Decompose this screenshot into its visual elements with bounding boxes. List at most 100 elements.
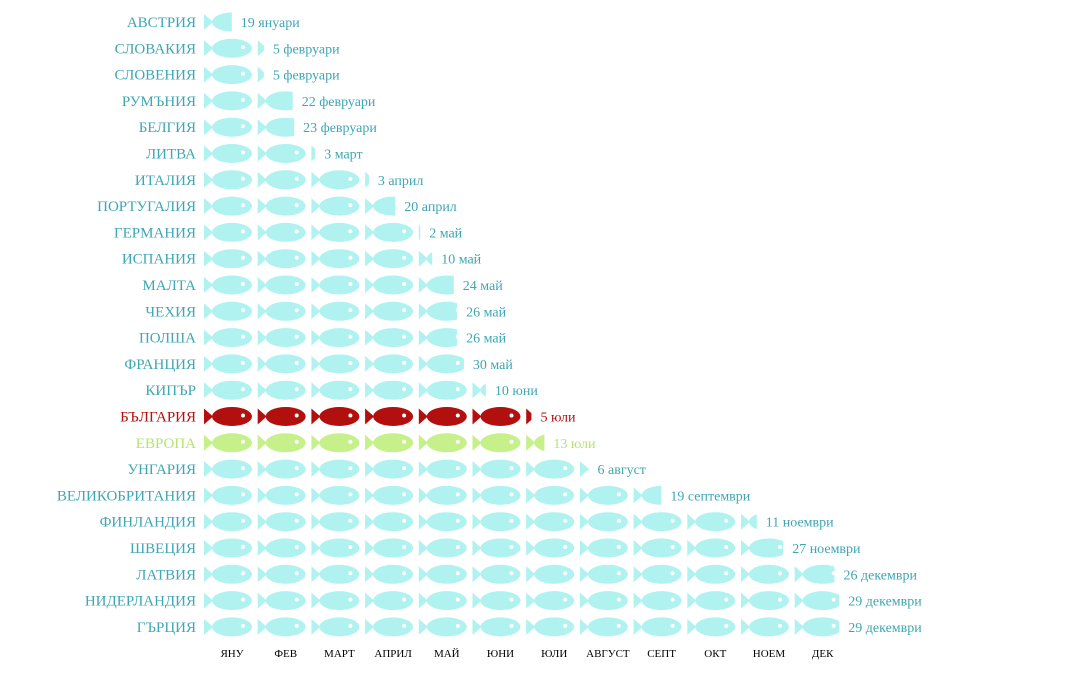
country-label: ИТАЛИЯ	[135, 173, 196, 189]
fish-icon	[257, 538, 306, 558]
fish-icon	[204, 65, 252, 85]
fish-icon	[687, 591, 736, 611]
country-label: ЕВРОПА	[136, 436, 196, 452]
fish-icon	[687, 564, 736, 584]
fish-icon	[633, 617, 682, 637]
fish-icon	[204, 328, 252, 348]
country-label: МАЛТА	[142, 278, 196, 294]
fish-icon	[472, 382, 486, 399]
fish-icon	[472, 407, 521, 426]
fish-icon	[365, 591, 414, 611]
fish-icon	[418, 459, 467, 479]
fish-icon	[365, 512, 414, 532]
country-label: ШВЕЦИЯ	[130, 541, 196, 557]
date-label: 27 ноември	[792, 542, 861, 557]
fish-icon	[579, 512, 628, 532]
fish-icon	[365, 617, 414, 637]
month-tick-label: АВГУСТ	[586, 648, 630, 660]
fish-icon	[526, 564, 575, 584]
chart-row: БЕЛГИЯ 23 февруари	[139, 117, 377, 137]
fish-icon	[794, 617, 840, 637]
fish-icon	[257, 117, 295, 137]
country-label: БЪЛГАРИЯ	[120, 410, 196, 426]
fish-icon	[204, 459, 252, 479]
fish-icon	[204, 117, 252, 137]
fish-icon	[418, 328, 458, 348]
fish-icon	[579, 485, 628, 505]
fish-icon	[311, 485, 360, 505]
fish-icon	[418, 564, 467, 584]
fish-icon	[741, 513, 757, 530]
month-tick-label: СЕПТ	[647, 648, 676, 660]
fish-icon	[365, 485, 414, 505]
fish-icon	[579, 617, 628, 637]
fish-icon	[311, 512, 360, 532]
country-label: ПОЛША	[139, 331, 196, 347]
month-tick-label: ФЕВ	[274, 648, 297, 660]
fish-icon	[365, 275, 414, 295]
fish-icon	[257, 222, 306, 242]
fish-icon	[687, 538, 736, 558]
fish-icon	[257, 407, 306, 426]
date-label: 2 май	[429, 226, 462, 241]
fish-icon	[204, 512, 252, 532]
country-label: СЛОВЕНИЯ	[115, 68, 196, 84]
fish-icon	[311, 538, 360, 558]
fish-icon	[365, 433, 414, 453]
fish-icon	[257, 380, 306, 400]
fish-icon	[472, 564, 521, 584]
fish-icon	[257, 459, 306, 479]
month-tick-label: ЯНУ	[220, 648, 243, 660]
fish-icon	[526, 434, 545, 452]
fish-icon	[311, 380, 360, 400]
fish-icon	[418, 538, 467, 558]
fish-icon	[633, 591, 682, 611]
country-label: СЛОВАКИЯ	[115, 41, 196, 57]
fish-icon	[257, 249, 306, 269]
date-label: 5 февруари	[273, 69, 340, 84]
fish-icon	[633, 564, 682, 584]
date-label: 22 февруари	[302, 95, 376, 110]
fish-icon	[311, 170, 360, 190]
country-label: РУМЪНИЯ	[122, 94, 196, 110]
fish-icon	[418, 485, 467, 505]
fish-icon	[472, 538, 521, 558]
fish-icon	[418, 512, 467, 532]
fish-icon	[365, 249, 414, 269]
fish-icon	[526, 408, 532, 425]
chart-row: ИТАЛИЯ 3 април	[135, 170, 423, 190]
fish-icon	[204, 617, 252, 637]
fish-icon	[204, 144, 252, 163]
chart-row: ПОРТУГАЛИЯ 20 април	[97, 196, 457, 216]
fish-icon	[579, 461, 589, 478]
country-label: ГЕРМАНИЯ	[114, 225, 196, 241]
fish-icon	[204, 38, 252, 58]
fish-icon	[204, 222, 252, 242]
fish-icon	[257, 91, 293, 111]
fish-icon	[526, 617, 575, 637]
fish-icon	[418, 617, 467, 637]
date-label: 13 юли	[553, 437, 596, 452]
chart-row: ФИНЛАНДИЯ 11 ноември	[100, 512, 834, 532]
fish-icon	[311, 145, 316, 162]
country-label: АВСТРИЯ	[127, 15, 196, 31]
fish-icon	[741, 591, 789, 611]
fish-icon	[365, 301, 414, 321]
fish-icon	[204, 354, 252, 374]
month-tick-label: НОЕМ	[753, 648, 786, 660]
fish-icon	[311, 617, 360, 637]
date-label: 26 май	[466, 332, 506, 347]
fish-icon	[257, 564, 306, 584]
fish-icon	[472, 591, 521, 611]
fish-icon	[204, 196, 252, 216]
fish-icon	[687, 512, 736, 532]
chart-row: ВЕЛИКОБРИТАНИЯ 19 септември	[57, 485, 751, 505]
country-label: ВЕЛИКОБРИТАНИЯ	[57, 488, 196, 504]
fish-icon	[794, 564, 835, 584]
fish-icon	[257, 328, 306, 348]
date-label: 6 август	[598, 463, 646, 478]
fish-icon	[257, 354, 306, 374]
fish-icon	[257, 591, 306, 611]
date-label: 30 май	[473, 358, 513, 373]
